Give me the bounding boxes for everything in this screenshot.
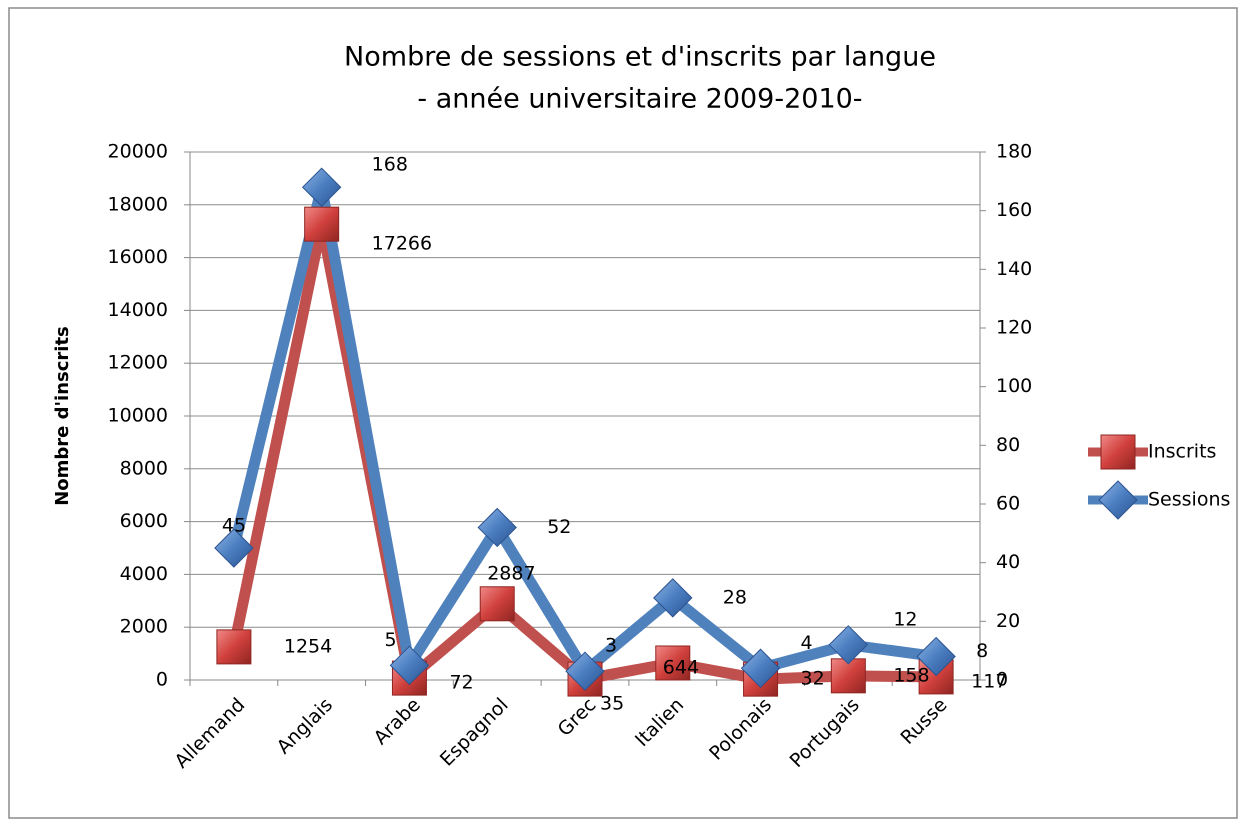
y-tick-label: 6000 bbox=[120, 510, 168, 532]
data-marker bbox=[916, 636, 956, 677]
data-label: 158 bbox=[893, 664, 929, 686]
y2-tick-label: 40 bbox=[996, 551, 1020, 573]
y-tick-label: 8000 bbox=[120, 457, 168, 479]
y-tick-label: 2000 bbox=[120, 616, 168, 638]
data-marker bbox=[655, 645, 691, 681]
data-label: 117 bbox=[971, 670, 1007, 692]
y2-tick-label: 20 bbox=[996, 610, 1020, 632]
data-label: 2887 bbox=[487, 562, 535, 584]
y-tick-label: 12000 bbox=[108, 352, 168, 374]
data-marker bbox=[301, 167, 342, 207]
y-tick-label: 4000 bbox=[120, 563, 168, 585]
data-marker bbox=[740, 648, 781, 688]
data-marker bbox=[477, 507, 517, 548]
legend-marker bbox=[1100, 434, 1136, 470]
data-label: 52 bbox=[547, 516, 571, 538]
data-marker bbox=[389, 645, 430, 686]
data-label: 45 bbox=[222, 515, 246, 537]
y2-tick-label: 160 bbox=[996, 199, 1032, 221]
data-marker bbox=[565, 651, 605, 691]
legend-label: Sessions bbox=[1148, 489, 1230, 511]
data-marker bbox=[304, 206, 340, 242]
y2-tick-label: 80 bbox=[996, 434, 1020, 456]
data-label: 28 bbox=[723, 586, 747, 608]
data-label: 12 bbox=[893, 608, 917, 630]
chart-frame bbox=[8, 7, 1238, 819]
y-tick-label: 10000 bbox=[108, 405, 168, 427]
data-label: 35 bbox=[600, 693, 624, 715]
data-marker bbox=[214, 528, 254, 568]
y-tick-label: 14000 bbox=[108, 299, 168, 321]
y2-tick-label: 140 bbox=[996, 258, 1032, 280]
data-label: 17266 bbox=[372, 233, 432, 255]
y-axis-label: Nombre d'inscrits bbox=[52, 326, 73, 506]
data-label: 32 bbox=[801, 668, 825, 690]
data-label: 4 bbox=[801, 632, 813, 654]
data-label: 72 bbox=[449, 672, 473, 694]
y2-tick-label: 120 bbox=[996, 317, 1032, 339]
data-marker bbox=[828, 625, 869, 665]
y2-tick-label: 60 bbox=[996, 493, 1020, 515]
legend-label: Inscrits bbox=[1148, 441, 1216, 463]
data-label: 1254 bbox=[284, 635, 332, 657]
data-marker bbox=[653, 578, 693, 618]
y2-tick-label: 0 bbox=[996, 669, 1008, 691]
data-marker bbox=[479, 586, 515, 622]
y-tick-label: 16000 bbox=[108, 246, 168, 268]
chart-subtitle: - année universitaire 2009-2010- bbox=[417, 84, 862, 115]
data-label: 8 bbox=[976, 640, 988, 662]
y2-tick-label: 100 bbox=[996, 375, 1032, 397]
chart-title: Nombre de sessions et d'inscrits par lan… bbox=[344, 42, 936, 73]
data-label: 5 bbox=[384, 629, 396, 651]
y2-tick-label: 180 bbox=[996, 141, 1032, 163]
y-tick-label: 20000 bbox=[108, 141, 168, 163]
legend-marker bbox=[1098, 480, 1138, 520]
data-label: 644 bbox=[663, 656, 699, 678]
y-tick-label: 0 bbox=[156, 669, 168, 691]
data-label: 3 bbox=[605, 635, 617, 657]
data-marker bbox=[216, 629, 252, 665]
y-tick-label: 18000 bbox=[108, 193, 168, 215]
data-label: 168 bbox=[372, 154, 408, 176]
